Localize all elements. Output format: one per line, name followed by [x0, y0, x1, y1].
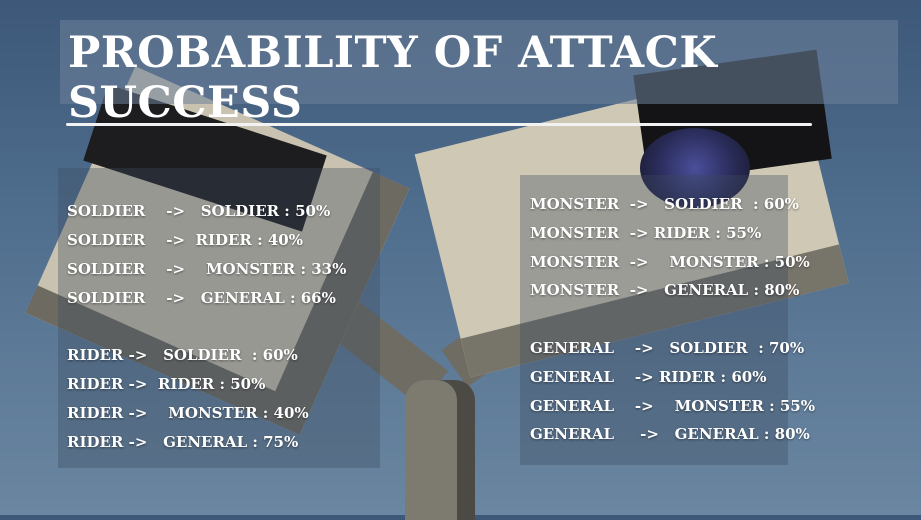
stat-row-general-general: GENERAL -> GENERAL : 80%: [530, 425, 810, 443]
slide-title: PROBABILITY OF ATTACK SUCCESS: [68, 28, 718, 128]
stat-row-monster-rider: MONSTER -> RIDER : 55%: [530, 224, 762, 242]
title-panel: [60, 20, 898, 104]
stat-row-monster-soldier: MONSTER -> SOLDIER : 60%: [530, 195, 799, 213]
stat-row-soldier-monster: SOLDIER -> MONSTER : 33%: [67, 260, 347, 278]
stat-row-general-monster: GENERAL -> MONSTER : 55%: [530, 397, 815, 415]
stat-row-general-rider: GENERAL -> RIDER : 60%: [530, 368, 767, 386]
stat-row-soldier-rider: SOLDIER -> RIDER : 40%: [67, 231, 303, 249]
stat-row-soldier-general: SOLDIER -> GENERAL : 66%: [67, 289, 336, 307]
camera-lens: [640, 128, 750, 208]
stat-row-rider-soldier: RIDER -> SOLDIER : 60%: [67, 346, 298, 364]
stat-row-soldier-soldier: SOLDIER -> SOLDIER : 50%: [67, 202, 331, 220]
stat-row-rider-rider: RIDER -> RIDER : 50%: [67, 375, 266, 393]
right-panel: [520, 175, 788, 465]
stat-row-general-soldier: GENERAL -> SOLDIER : 70%: [530, 339, 805, 357]
stat-row-monster-general: MONSTER -> GENERAL : 80%: [530, 281, 800, 299]
camera-pole: [405, 380, 475, 520]
left-panel: [58, 168, 380, 468]
stat-row-monster-monster: MONSTER -> MONSTER : 50%: [530, 253, 810, 271]
stat-row-rider-monster: RIDER -> MONSTER : 40%: [67, 404, 309, 422]
stat-row-rider-general: RIDER -> GENERAL : 75%: [67, 433, 299, 451]
title-divider: [66, 123, 812, 126]
